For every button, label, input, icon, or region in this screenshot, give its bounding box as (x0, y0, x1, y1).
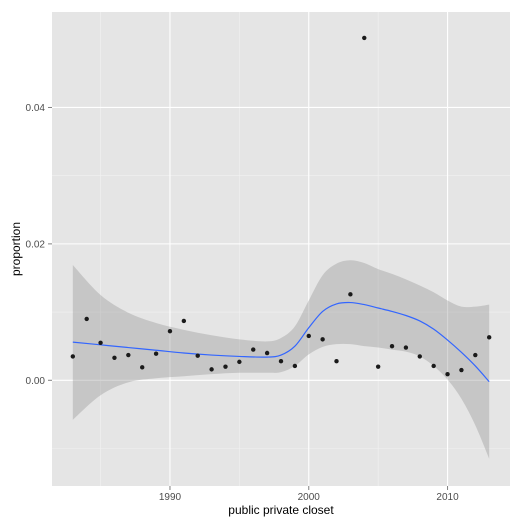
smooth-trend-line (72, 301, 490, 383)
data-point (181, 318, 187, 324)
data-point (362, 35, 367, 41)
data-point (375, 364, 381, 369)
data-point (445, 371, 450, 377)
y-tick-label: 0.00 (26, 376, 46, 387)
data-point (403, 345, 409, 350)
data-point (237, 359, 242, 365)
data-point (251, 347, 256, 352)
x-axis-title: public private closet (228, 503, 334, 517)
data-point (223, 364, 228, 369)
data-point (431, 363, 436, 369)
data-point (459, 367, 464, 373)
minor-gridlines (52, 12, 510, 486)
data-point (153, 351, 159, 356)
x-axis-ticks: 1990 2000 2010 (159, 486, 459, 503)
data-point (126, 352, 131, 358)
data-point (486, 335, 492, 340)
data-point (292, 363, 298, 369)
data-point (112, 355, 117, 360)
data-point (473, 352, 478, 358)
y-tick-label: 0.04 (26, 103, 46, 114)
data-point (417, 354, 422, 359)
data-points (70, 35, 492, 377)
data-point (320, 337, 325, 342)
data-point (306, 333, 311, 339)
y-axis-ticks: 0.00 0.02 0.04 (26, 103, 52, 387)
data-point (278, 358, 284, 364)
y-axis-title: proportion (9, 222, 23, 276)
x-tick-label: 2000 (298, 492, 321, 503)
data-point (98, 340, 103, 345)
data-point (209, 367, 214, 372)
data-point (389, 343, 395, 349)
major-gridlines (52, 12, 510, 486)
data-point (70, 354, 76, 359)
data-point (195, 353, 200, 358)
data-point (264, 350, 270, 356)
y-tick-label: 0.02 (26, 239, 46, 250)
data-point (348, 292, 353, 297)
data-point (334, 358, 339, 364)
data-point (167, 328, 173, 334)
x-tick-label: 1990 (159, 492, 182, 503)
x-tick-label: 2010 (436, 492, 459, 503)
data-point (140, 365, 145, 370)
plot-panel (52, 12, 510, 486)
data-point (84, 316, 89, 322)
